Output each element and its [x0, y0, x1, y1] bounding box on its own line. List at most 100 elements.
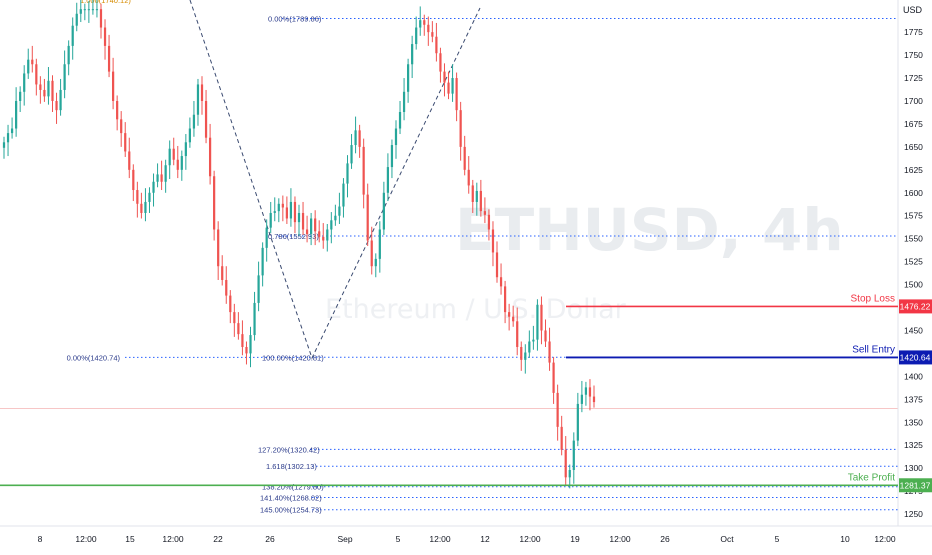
candle-body [382, 192, 385, 230]
candle-body [415, 27, 418, 45]
candle-body [301, 212, 305, 230]
candle-body [588, 387, 592, 397]
time-tick-label: 26 [660, 534, 670, 544]
candle-body [47, 80, 50, 97]
take-profit-price-tag [899, 478, 932, 493]
candle-body [15, 100, 18, 129]
candle-body [455, 78, 458, 111]
candle-body [107, 45, 111, 72]
candle-body [354, 130, 357, 146]
candle-body [43, 89, 46, 97]
candle-body [572, 440, 575, 471]
candle-body [261, 247, 264, 276]
fib-level-label-top: 1.000(1740.12) [80, 0, 131, 5]
candle-body [164, 165, 167, 182]
time-tick-label: 5 [775, 534, 780, 544]
candle-body [116, 100, 119, 120]
price-tick-label: 1775 [904, 27, 923, 37]
candle-body [128, 151, 131, 170]
candle-body [378, 229, 381, 259]
candle-body [277, 203, 280, 212]
price-tick-label: 1525 [904, 257, 923, 267]
price-tick-label: 1325 [904, 440, 923, 450]
candle-body [297, 212, 301, 223]
price-tick-label: 1350 [904, 417, 923, 427]
fib-level-label: 127.20%(1320.42) [258, 445, 320, 454]
stop-loss-price-tag [899, 299, 932, 314]
sell-entry-price-tag-text: 1420.64 [900, 352, 931, 362]
fib-level-label: 138.20%(1279.80) [262, 483, 324, 492]
candle-body [285, 207, 288, 219]
time-tick-label: 5 [396, 534, 401, 544]
candle-body [528, 341, 531, 353]
candle-body [386, 167, 390, 193]
candle-body [225, 279, 228, 296]
candle-body [75, 13, 78, 26]
candle-body [402, 91, 406, 112]
candle-body [136, 190, 139, 204]
price-tick-label: 1250 [904, 509, 923, 519]
candle-body [487, 214, 491, 230]
candle-body [184, 142, 187, 157]
time-axis[interactable]: 8 12:00 15 12:00 22 26 Sep 5 12:00 12 12:00 19 12:00… [38, 534, 896, 544]
candle-body [362, 146, 365, 195]
candle-body [180, 156, 183, 170]
time-tick-label: 12:00 [519, 534, 541, 544]
candle-body [120, 119, 123, 134]
candle-body [532, 339, 535, 342]
price-tick-label: 1675 [904, 119, 923, 129]
candle-body [390, 145, 394, 168]
candle-body [495, 252, 499, 278]
candle-body [334, 215, 337, 221]
candle-body [398, 111, 402, 129]
fib-level-label: 100.00%(1420.81) [262, 353, 324, 362]
price-tick-label: 1400 [904, 371, 923, 381]
candle-body [289, 201, 293, 219]
candle-body [536, 304, 539, 340]
candle-body [443, 71, 446, 83]
candle-body [35, 64, 38, 85]
candle-body [148, 192, 151, 202]
candle-body [132, 169, 135, 191]
candle-body [10, 128, 14, 134]
price-tick-label: 1725 [904, 73, 923, 83]
price-tick-label: 1700 [904, 96, 923, 106]
price-axis[interactable]: 1250127513001325135013751400142514501475… [904, 27, 923, 519]
candle-body [467, 169, 470, 186]
fib-level-label: 0.00%(1420.74) [67, 353, 121, 362]
candle-body [540, 304, 543, 331]
price-tick-label: 1600 [904, 188, 923, 198]
sell-entry-label: Sell Entry [852, 344, 895, 355]
candle-body [6, 133, 10, 143]
candle-body [281, 203, 284, 208]
time-tick-label: 12:00 [75, 534, 97, 544]
candle-body [91, 9, 95, 11]
candle-body [273, 211, 276, 213]
candle-body [560, 426, 563, 450]
candle-body [508, 312, 511, 317]
candle-body [366, 194, 369, 241]
candle-body [516, 321, 519, 347]
candle-body [39, 84, 42, 90]
candle-body [63, 64, 66, 90]
candle-body [431, 32, 434, 37]
candle-body [19, 91, 22, 101]
price-tick-label: 1450 [904, 325, 923, 335]
candle-body [406, 64, 410, 92]
candle-body [358, 130, 361, 147]
time-tick-label: 22 [213, 534, 223, 544]
candle-body [79, 9, 82, 14]
candle-body [176, 159, 179, 170]
candle-body [196, 84, 200, 115]
fib-level-label: 0.00%(1789.86) [268, 14, 322, 23]
candle-body [310, 218, 313, 235]
candle-body [83, 9, 86, 11]
candle-body [237, 323, 240, 335]
candle-body [217, 229, 220, 267]
price-tick-label: 1300 [904, 463, 923, 473]
sell-entry-price-tag [899, 350, 932, 365]
stop-loss-price-tag-text: 1476.22 [900, 301, 931, 311]
candle-body [168, 148, 171, 166]
